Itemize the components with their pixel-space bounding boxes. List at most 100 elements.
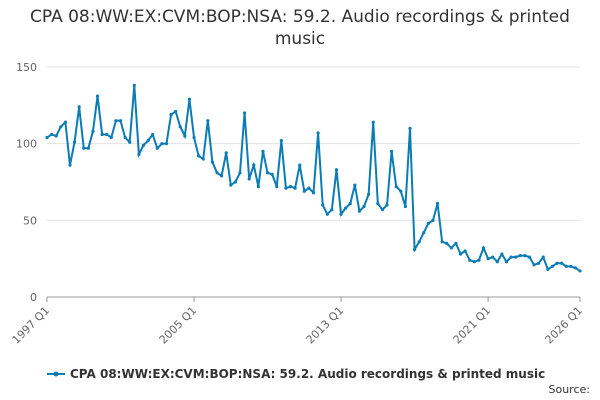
data-point xyxy=(247,177,251,181)
data-point xyxy=(541,255,545,259)
data-point xyxy=(518,254,522,258)
data-point xyxy=(390,149,394,153)
data-point xyxy=(49,132,54,137)
data-point xyxy=(371,120,375,124)
data-point xyxy=(220,174,224,178)
data-point xyxy=(537,261,541,265)
data-point xyxy=(59,125,63,129)
data-point xyxy=(45,135,49,140)
data-point xyxy=(293,186,297,190)
data-point xyxy=(128,140,132,144)
data-point xyxy=(265,171,270,175)
data-point xyxy=(132,83,136,87)
data-point xyxy=(123,135,127,140)
data-point xyxy=(569,264,573,268)
data-point xyxy=(137,152,141,156)
data-point xyxy=(183,134,187,138)
x-tick-label: 2026 Q1 xyxy=(543,304,586,347)
data-point xyxy=(422,231,426,235)
data-point xyxy=(238,171,242,175)
data-point xyxy=(146,139,150,143)
data-point xyxy=(288,185,293,189)
data-point xyxy=(394,185,398,189)
data-point xyxy=(468,258,472,262)
data-point xyxy=(307,186,311,190)
data-point xyxy=(486,257,490,261)
data-point xyxy=(77,105,81,109)
data-point xyxy=(344,206,348,210)
data-point xyxy=(514,255,518,259)
data-point xyxy=(495,260,499,264)
data-point xyxy=(215,171,219,175)
y-tick-label: 50 xyxy=(23,214,37,227)
data-point xyxy=(504,260,509,264)
data-point xyxy=(164,142,169,146)
data-point xyxy=(463,249,467,253)
data-point xyxy=(481,246,486,250)
data-point xyxy=(100,132,104,137)
data-point xyxy=(321,203,325,207)
data-point xyxy=(68,163,72,167)
data-point xyxy=(412,247,417,252)
x-tick-label: 2005 Q1 xyxy=(157,304,200,347)
data-point xyxy=(206,119,210,123)
data-point xyxy=(114,119,118,123)
data-point xyxy=(477,258,481,262)
data-point xyxy=(256,185,260,189)
data-point xyxy=(105,132,109,137)
y-tick-label: 0 xyxy=(30,291,37,304)
source: Source: xyxy=(549,383,591,396)
data-point xyxy=(440,240,444,244)
data-point xyxy=(109,135,113,140)
data-point xyxy=(380,208,385,212)
data-point xyxy=(555,261,559,265)
data-point xyxy=(275,185,279,189)
data-point xyxy=(298,163,302,167)
data-point xyxy=(367,192,371,196)
data-point xyxy=(233,180,237,184)
data-point xyxy=(417,240,421,244)
data-point xyxy=(86,146,90,150)
data-point xyxy=(284,186,288,190)
x-tick-label: 2013 Q1 xyxy=(304,304,347,347)
data-point xyxy=(169,112,173,117)
data-point xyxy=(72,140,77,144)
data-point xyxy=(224,151,228,155)
data-point xyxy=(311,191,316,195)
data-point xyxy=(573,266,578,270)
data-point xyxy=(151,132,155,137)
legend-label: CPA 08:WW:EX:CVM:BOP:NSA: 59.2. Audio re… xyxy=(70,367,545,381)
data-point xyxy=(334,168,339,172)
y-tick-label: 100 xyxy=(16,138,37,151)
data-point xyxy=(385,203,389,207)
data-point xyxy=(527,255,532,259)
data-point xyxy=(449,246,453,250)
data-point xyxy=(91,129,95,133)
data-point xyxy=(546,267,550,271)
data-point xyxy=(339,212,343,216)
x-tick-label: 1997 Q1 xyxy=(10,304,53,347)
data-point xyxy=(201,157,205,161)
data-point xyxy=(187,97,192,101)
data-point xyxy=(63,120,67,124)
data-point xyxy=(509,255,513,259)
data-point xyxy=(532,263,536,267)
data-point xyxy=(155,146,159,150)
data-point xyxy=(54,134,58,138)
data-point xyxy=(160,142,164,146)
y-tick-label: 150 xyxy=(16,61,37,74)
data-point xyxy=(376,201,380,206)
data-point xyxy=(325,212,329,216)
data-point xyxy=(252,163,256,167)
data-point xyxy=(458,252,463,256)
data-point xyxy=(192,135,196,140)
data-point xyxy=(229,183,233,187)
data-point xyxy=(279,139,283,143)
chart-title: CPA 08:WW:EX:CVM:BOP:NSA: 59.2. Audio re… xyxy=(30,7,570,49)
data-point xyxy=(174,109,178,114)
data-point xyxy=(330,208,334,212)
data-point xyxy=(578,269,582,273)
data-point xyxy=(560,261,564,265)
